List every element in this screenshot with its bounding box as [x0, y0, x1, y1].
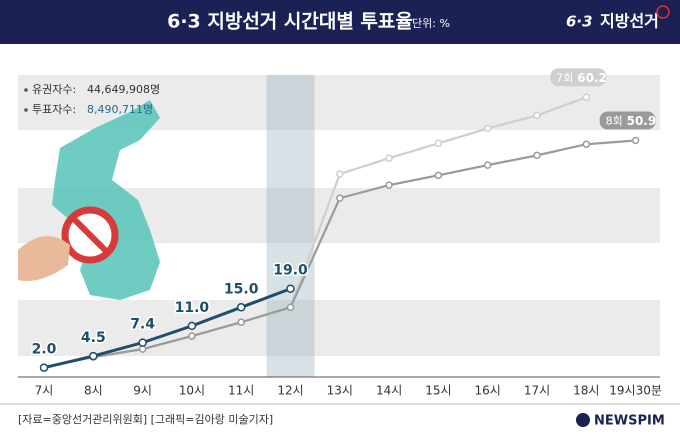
info-value: 8,490,711명 [87, 103, 153, 116]
x-tick-label: 9시 [133, 384, 152, 398]
data-point [533, 111, 541, 120]
logo-badge [656, 5, 670, 19]
logo-mark: 6·3 [566, 13, 593, 31]
band [18, 300, 660, 356]
map-illustration [18, 100, 160, 300]
data-point [582, 140, 591, 148]
info-bullet [24, 88, 28, 92]
logo-text: 지방선거 [600, 12, 659, 31]
chart-title: 6·3 지방선거 시간대별 투표율 [167, 11, 413, 33]
data-point [138, 338, 147, 347]
source: [자료=중앙선거관리위원회] [그래픽=김아랑 미술기자] [18, 413, 273, 426]
info-label: 투표자수: [32, 103, 76, 116]
x-tick-label: 13시 [327, 384, 353, 398]
series-tag [550, 68, 607, 87]
data-point [236, 303, 246, 312]
data-point [89, 351, 98, 361]
data-point [533, 151, 541, 160]
legend-entry: 8회 [606, 115, 623, 128]
data-label: 2.0 [32, 342, 57, 358]
data-point [385, 181, 393, 189]
data-point [39, 363, 49, 372]
data-point [336, 170, 344, 178]
data-label: 15.0 [224, 281, 259, 297]
x-tick-label: 18시 [573, 384, 599, 398]
data-point [582, 93, 591, 102]
brand-icon [576, 413, 590, 427]
x-tick-label: 16시 [475, 384, 501, 398]
data-label: 11.0 [175, 300, 210, 316]
data-point [385, 154, 393, 162]
x-tick-label: 15시 [425, 384, 451, 398]
series-line [43, 287, 292, 370]
series-tag [599, 111, 656, 130]
info-value: 44,649,908명 [87, 83, 160, 96]
data-point [187, 321, 197, 331]
highlight-column [266, 75, 315, 377]
data-point [483, 161, 492, 169]
x-tick-label: 14시 [376, 384, 402, 398]
data-point [336, 194, 344, 202]
series-end-label: 50.9 [627, 114, 657, 128]
x-tick-label: 8시 [84, 384, 103, 398]
x-tick-label: 11시 [228, 384, 254, 398]
x-tick-label: 17시 [524, 384, 550, 398]
legend-entry: 7회 [556, 71, 573, 84]
info-label: 유권자수: [32, 83, 76, 96]
data-point [286, 303, 295, 312]
data-label: 7.4 [130, 317, 155, 333]
x-tick-label: 7시 [35, 384, 54, 398]
data-point [483, 124, 492, 133]
data-point [631, 136, 640, 145]
info-bullet [24, 108, 28, 112]
header-bar [0, 0, 680, 44]
x-tick-label: 19시30분 [609, 384, 662, 398]
data-label: 19.0 [273, 263, 308, 279]
data-point [188, 332, 196, 340]
x-tick-label: 10시 [179, 384, 205, 398]
x-tick-label: 12시 [277, 384, 303, 398]
brand: NEWSPIM [594, 414, 665, 429]
unit-label: 단위: % [412, 17, 450, 30]
data-point [434, 171, 443, 180]
data-point [434, 139, 443, 148]
series-end-label: 60.2 [577, 71, 607, 85]
data-point [237, 318, 245, 326]
data-label: 4.5 [81, 330, 106, 346]
data-point [138, 345, 147, 353]
data-point [286, 284, 295, 293]
